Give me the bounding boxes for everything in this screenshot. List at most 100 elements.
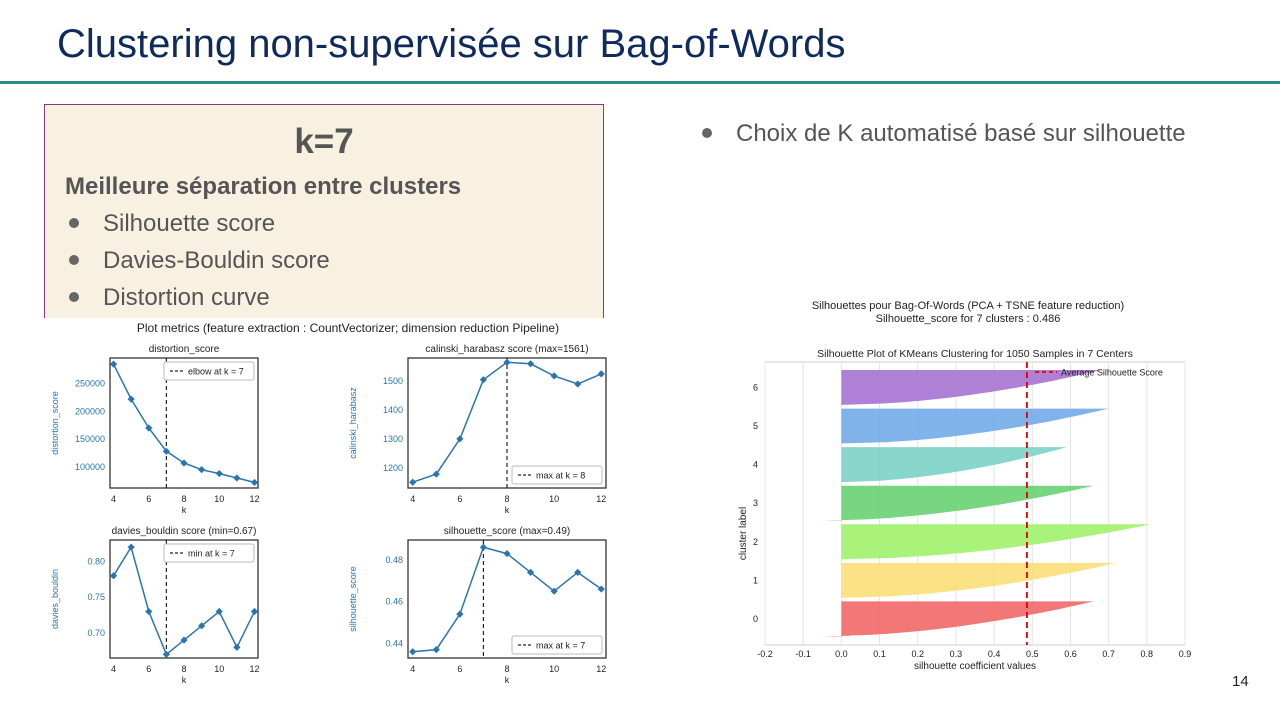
legend-label: min at k = 7: [188, 549, 235, 559]
metric-chart: davies_bouldin score (min=0.67) 4 6 8 10 12 k 0…: [50, 526, 259, 685]
data-point: [162, 650, 170, 659]
data-point: [526, 360, 535, 368]
x-tick-label: 8: [504, 664, 509, 674]
x-axis-label: k: [505, 505, 510, 515]
cluster-silhouette-band: [841, 447, 1067, 483]
x-tick-label: -0.2: [757, 649, 773, 659]
y-tick-label: 0.80: [87, 556, 105, 566]
chart-title: distortion_score: [149, 344, 220, 355]
cluster-silhouette-band: [822, 485, 1094, 521]
x-tick-label: 0.8: [1141, 649, 1154, 659]
data-point: [432, 646, 440, 654]
summary-item: Distortion curve: [69, 284, 270, 312]
data-point: [456, 435, 464, 443]
x-tick-label: 6: [457, 494, 462, 504]
y-tick-label: 1500: [383, 376, 403, 386]
y-axis-label: distortion_score: [50, 391, 60, 455]
data-point: [574, 568, 582, 576]
cluster-silhouette-band: [841, 524, 1151, 560]
cluster-label: 3: [753, 498, 758, 508]
x-axis-label: silhouette coefficient values: [914, 661, 1036, 672]
x-axis-label: k: [182, 505, 187, 515]
data-point: [250, 607, 259, 616]
summary-item: Silhouette score: [69, 210, 275, 238]
y-tick-label: 0.48: [385, 555, 403, 565]
data-point: [233, 643, 241, 651]
y-tick-label: 100000: [75, 462, 105, 472]
legend-label: max at k = 8: [536, 471, 585, 481]
bullet-icon: [702, 127, 712, 138]
x-axis-label: k: [505, 675, 510, 685]
y-axis-label: cluster label: [738, 507, 749, 560]
x-tick-label: 0.1: [873, 649, 886, 659]
data-point: [198, 622, 206, 630]
cluster-silhouette-band: [841, 562, 1117, 598]
x-tick-label: 0.9: [1179, 649, 1192, 659]
chart-legend: max at k = 8: [511, 465, 603, 485]
x-tick-label: 8: [181, 494, 186, 504]
cluster-silhouette-band: [822, 601, 1094, 637]
x-tick-label: 8: [181, 664, 186, 674]
cluster-label: 1: [753, 575, 758, 585]
bullet-icon: [69, 254, 79, 265]
x-tick-label: 0.5: [1026, 649, 1039, 659]
x-tick-label: 0.2: [911, 649, 924, 659]
bullet-icon: [69, 217, 79, 228]
y-axis-label: davies_bouldin: [50, 569, 60, 629]
x-tick-label: 4: [410, 664, 415, 674]
chart-legend: min at k = 7: [163, 543, 255, 563]
x-tick-label: 12: [596, 664, 606, 674]
summary-item: Davies-Bouldin score: [69, 247, 330, 275]
data-point: [250, 478, 259, 487]
chart-title: davies_bouldin score (min=0.67): [112, 526, 257, 537]
x-tick-label: 4: [111, 664, 116, 674]
x-tick-label: 10: [214, 494, 224, 504]
metric-chart: distortion_score 4 6 8 10 12 k 100000 150000 2000…: [50, 344, 259, 515]
x-tick-label: 6: [146, 494, 151, 504]
silhouette-figure-title-line1: Silhouettes pour Bag-Of-Words (PCA + TSN…: [812, 300, 1124, 312]
x-tick-label: 8: [504, 494, 509, 504]
data-point: [109, 572, 118, 580]
metric-chart: silhouette_score (max=0.49) 4 6 8 10 12 k 0.44 0…: [348, 526, 607, 685]
legend-label: Average Silhouette Score: [1061, 368, 1163, 378]
bullet-icon: [69, 291, 79, 302]
data-point: [233, 474, 241, 482]
x-tick-label: 0.0: [835, 649, 848, 659]
y-tick-label: 0.70: [87, 628, 105, 638]
summary-item-label: Davies-Bouldin score: [103, 247, 330, 274]
y-tick-label: 1200: [383, 463, 403, 473]
chart-title: calinski_harabasz score (max=1561): [425, 344, 588, 355]
silhouette-figure-title-line2: Silhouette_score for 7 clusters : 0.486: [876, 313, 1061, 325]
cluster-silhouette-band: [837, 370, 1101, 405]
y-tick-label: 200000: [75, 406, 105, 416]
legend-label: elbow at k = 7: [188, 367, 244, 377]
x-tick-label: 10: [214, 664, 224, 674]
x-tick-label: 6: [146, 664, 151, 674]
legend-box: [163, 543, 255, 563]
data-point: [456, 610, 464, 618]
x-tick-label: 12: [249, 494, 259, 504]
metrics-figure-title: Plot metrics (feature extraction : Count…: [137, 321, 559, 335]
x-tick-label: 10: [549, 494, 559, 504]
data-point: [215, 469, 223, 478]
x-tick-label: 10: [549, 664, 559, 674]
x-tick-label: 0.4: [988, 649, 1001, 659]
y-axis-label: silhouette_score: [348, 566, 358, 632]
title-divider: [0, 81, 1280, 84]
chart-title: Silhouette Plot of KMeans Clustering for…: [817, 348, 1133, 360]
legend-box: [511, 635, 603, 655]
data-point: [145, 607, 153, 616]
automated-k-label: Choix de K automatisé basé sur silhouett…: [736, 120, 1186, 147]
silhouette-figure: Silhouettes pour Bag-Of-Words (PCA + TSN…: [738, 300, 1192, 672]
chart-title: silhouette_score (max=0.49): [444, 526, 570, 537]
x-tick-label: 12: [596, 494, 606, 504]
page-number: 14: [1232, 673, 1249, 690]
summary-heading: k=7: [294, 122, 354, 161]
data-point: [215, 607, 223, 616]
y-axis-label: calinski_harabasz: [348, 387, 358, 459]
data-point: [574, 380, 582, 388]
data-point: [597, 585, 605, 593]
x-tick-label: 4: [410, 494, 415, 504]
cluster-label: 0: [753, 614, 758, 624]
summary-item-label: Distortion curve: [103, 284, 270, 311]
